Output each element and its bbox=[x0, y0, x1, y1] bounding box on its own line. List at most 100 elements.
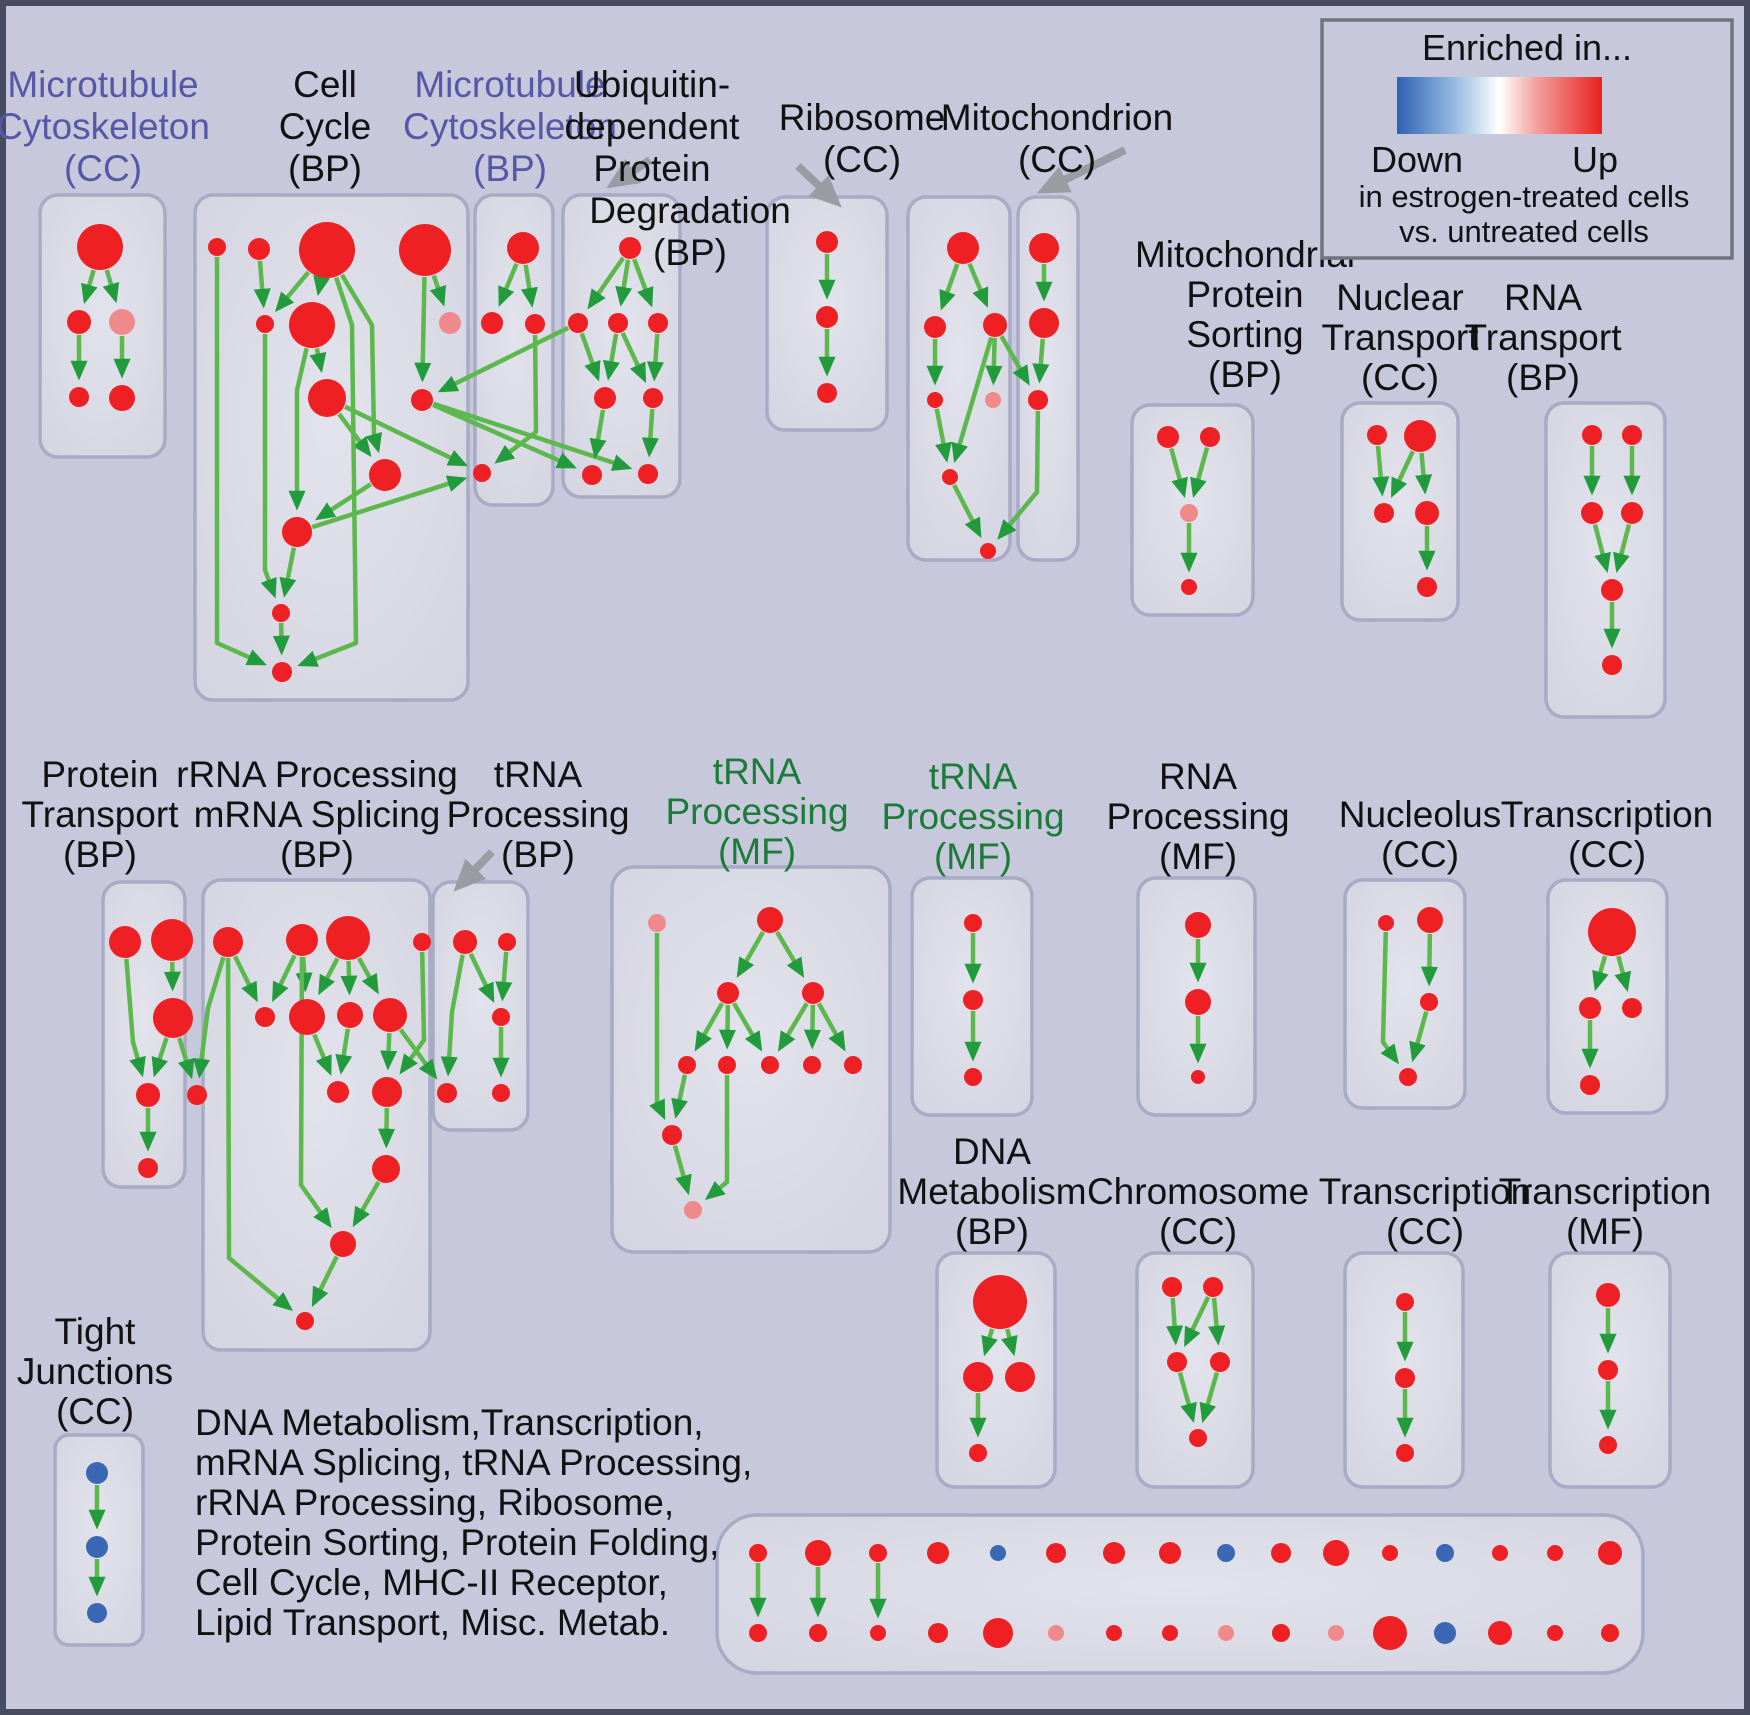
go-term-node bbox=[963, 1362, 993, 1392]
edge-arrow bbox=[1380, 931, 1399, 1065]
edge-arrow bbox=[579, 332, 601, 382]
label-pointer-arrow bbox=[606, 156, 653, 189]
edge-arrow bbox=[253, 260, 271, 309]
go-term-node bbox=[1203, 1277, 1223, 1297]
edge-arrow bbox=[1177, 1372, 1197, 1424]
edge-arrow bbox=[981, 1328, 998, 1357]
cluster-label: Mitochondrion (CC) bbox=[941, 97, 1173, 180]
go-term-node bbox=[963, 990, 983, 1010]
go-term-node bbox=[1191, 1070, 1205, 1084]
go-term-node bbox=[870, 1625, 886, 1641]
go-term-node bbox=[990, 1545, 1006, 1561]
legend-box bbox=[1320, 18, 1734, 260]
go-term-node bbox=[1106, 1625, 1122, 1641]
edge-arrow bbox=[816, 1002, 846, 1052]
cluster-box bbox=[610, 865, 892, 1254]
edge-arrow bbox=[934, 408, 952, 463]
edge-arrow bbox=[589, 409, 607, 459]
go-term-node bbox=[761, 1056, 779, 1074]
edge-arrow bbox=[1372, 445, 1390, 497]
edge-arrow bbox=[225, 957, 294, 1312]
edge-arrow bbox=[704, 1075, 730, 1201]
legend-subtitle: in estrogen-treated cells bbox=[1359, 179, 1690, 214]
go-term-node bbox=[1417, 907, 1443, 933]
go-term-node bbox=[153, 998, 193, 1038]
edge-arrow bbox=[620, 332, 647, 384]
edge-arrow bbox=[694, 1002, 725, 1052]
go-term-node bbox=[299, 222, 355, 278]
cluster-label: Tight Junctions (CC) bbox=[17, 1311, 173, 1432]
go-term-node bbox=[985, 392, 1001, 408]
edge-arrow bbox=[440, 954, 465, 1077]
go-term-node bbox=[608, 313, 628, 333]
edge-arrow bbox=[399, 951, 427, 1075]
go-term-node bbox=[749, 1624, 767, 1642]
go-term-node bbox=[1180, 504, 1198, 522]
go-term-node bbox=[1547, 1625, 1563, 1641]
go-term-node bbox=[1582, 425, 1602, 445]
edge-arrow bbox=[429, 274, 447, 307]
edge-arrow bbox=[177, 1037, 195, 1080]
edge-arrow bbox=[344, 404, 469, 467]
go-term-node bbox=[809, 1624, 827, 1642]
edge-arrow bbox=[380, 1032, 398, 1071]
go-term-node bbox=[1404, 420, 1436, 452]
edge-arrow bbox=[312, 1033, 332, 1076]
go-term-node bbox=[498, 933, 516, 951]
go-term-node bbox=[805, 1540, 831, 1566]
go-term-node bbox=[942, 469, 958, 485]
go-term-node bbox=[67, 310, 91, 334]
go-term-node bbox=[927, 392, 943, 408]
edge-arrow bbox=[414, 276, 432, 383]
go-term-node bbox=[1588, 908, 1636, 956]
go-term-node bbox=[1323, 1540, 1349, 1566]
go-term-node bbox=[439, 312, 461, 334]
go-term-node bbox=[138, 1158, 158, 1178]
go-term-node bbox=[136, 1083, 160, 1107]
go-term-node bbox=[1181, 579, 1197, 595]
go-term-node bbox=[1028, 390, 1048, 410]
edge-arrow bbox=[1614, 955, 1632, 993]
cluster-label: Microtubule Cytoskeleton (BP) bbox=[403, 64, 617, 189]
go-term-node bbox=[1399, 1068, 1417, 1086]
edge-arrow bbox=[311, 475, 468, 530]
go-term-node bbox=[1103, 1542, 1125, 1564]
go-term-node bbox=[327, 1081, 349, 1103]
go-term-node bbox=[1367, 425, 1387, 445]
cluster-box bbox=[1343, 878, 1467, 1110]
go-term-node bbox=[1598, 1541, 1622, 1565]
go-term-node bbox=[1621, 502, 1643, 524]
go-term-node bbox=[1436, 1544, 1454, 1562]
go-term-node bbox=[1580, 1075, 1600, 1095]
go-term-node bbox=[1185, 912, 1211, 938]
go-term-node bbox=[87, 1603, 107, 1623]
edge-arrow bbox=[1613, 524, 1632, 574]
edge-arrow bbox=[1001, 1328, 1018, 1357]
legend-down-label: Down bbox=[1371, 139, 1463, 180]
cluster-box bbox=[1135, 1251, 1255, 1489]
go-term-node bbox=[816, 231, 838, 253]
edge-arrow bbox=[498, 262, 519, 307]
go-term-node bbox=[109, 309, 135, 335]
go-term-node bbox=[869, 1544, 887, 1562]
go-term-node bbox=[717, 982, 739, 1004]
edge-arrow bbox=[1390, 450, 1415, 499]
cluster-label: Degradation (BP) bbox=[589, 190, 791, 273]
go-term-node bbox=[927, 1542, 949, 1564]
edge-arrow bbox=[193, 956, 226, 1079]
go-term-node bbox=[1396, 1293, 1414, 1311]
go-term-node bbox=[802, 982, 824, 1004]
legend-gradient-bar bbox=[1397, 77, 1602, 134]
go-term-node bbox=[1601, 579, 1623, 601]
edge-arrow bbox=[803, 1004, 822, 1050]
go-term-node bbox=[648, 313, 668, 333]
edge-arrow bbox=[318, 957, 340, 996]
go-term-node bbox=[568, 313, 588, 333]
go-term-node bbox=[289, 999, 325, 1035]
go-term-node bbox=[1382, 1545, 1398, 1561]
edge-arrow bbox=[967, 262, 989, 308]
go-term-node bbox=[817, 383, 837, 403]
edge-arrow bbox=[732, 1002, 763, 1052]
go-term-node bbox=[272, 662, 292, 682]
